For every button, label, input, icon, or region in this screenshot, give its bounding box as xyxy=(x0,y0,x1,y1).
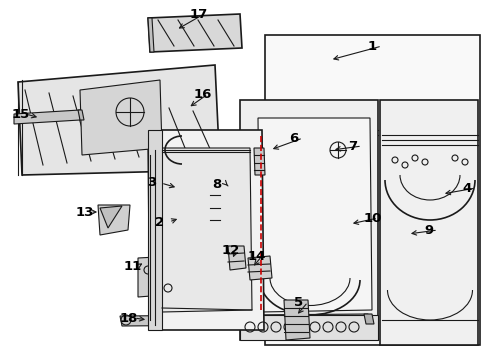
Text: 11: 11 xyxy=(124,260,142,273)
Polygon shape xyxy=(379,100,477,345)
Text: 14: 14 xyxy=(247,249,266,262)
Text: 13: 13 xyxy=(76,206,94,219)
Polygon shape xyxy=(258,118,371,312)
Polygon shape xyxy=(78,110,84,120)
Text: 5: 5 xyxy=(293,296,303,309)
Polygon shape xyxy=(227,246,245,270)
Text: 7: 7 xyxy=(347,139,356,153)
Text: 17: 17 xyxy=(190,8,208,21)
Polygon shape xyxy=(160,148,251,312)
Text: 9: 9 xyxy=(423,224,432,237)
Text: 6: 6 xyxy=(288,131,298,144)
Text: 10: 10 xyxy=(363,211,382,225)
Polygon shape xyxy=(240,100,377,340)
Text: 3: 3 xyxy=(147,176,156,189)
Polygon shape xyxy=(18,65,220,175)
Polygon shape xyxy=(148,18,154,52)
Polygon shape xyxy=(264,35,479,345)
Text: 12: 12 xyxy=(222,243,240,256)
Polygon shape xyxy=(240,315,377,340)
Polygon shape xyxy=(80,80,162,155)
Text: 4: 4 xyxy=(461,181,470,194)
Polygon shape xyxy=(120,314,369,326)
Polygon shape xyxy=(98,205,130,235)
Text: 15: 15 xyxy=(12,108,30,121)
Polygon shape xyxy=(247,256,271,280)
Polygon shape xyxy=(148,14,242,52)
Polygon shape xyxy=(100,206,122,228)
Polygon shape xyxy=(14,110,80,124)
Text: 16: 16 xyxy=(194,87,212,100)
Text: 8: 8 xyxy=(212,177,221,190)
Text: 1: 1 xyxy=(367,40,376,53)
Polygon shape xyxy=(148,130,162,330)
Polygon shape xyxy=(138,256,176,297)
Polygon shape xyxy=(148,130,264,330)
Text: 2: 2 xyxy=(155,216,164,229)
Polygon shape xyxy=(363,314,373,324)
Text: 18: 18 xyxy=(120,311,138,324)
Polygon shape xyxy=(253,148,264,175)
Polygon shape xyxy=(284,300,309,340)
